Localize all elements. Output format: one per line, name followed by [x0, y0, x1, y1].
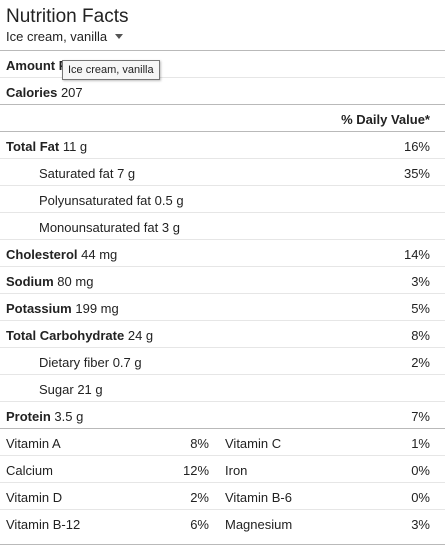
page-title: Nutrition Facts: [6, 6, 129, 27]
nutrient-name: Protein: [6, 409, 51, 424]
vitamin-dv: 12%: [183, 463, 210, 478]
nutrient-name: Total Carbohydrate: [6, 328, 125, 343]
vitamin-row: Vitamin A 8% Vitamin C 1%: [0, 428, 445, 455]
vitamin-name: Vitamin D: [6, 490, 63, 505]
nutrient-dv: 7%: [411, 409, 430, 424]
nutrient-row-cholesterol: Cholesterol 44 mg 14%: [0, 239, 445, 266]
nutrient-amount: 21 g: [77, 382, 103, 397]
nutrient-row-protein: Protein 3.5 g 7%: [0, 401, 445, 428]
vitamin-name: Vitamin B-12: [6, 517, 81, 532]
nutrient-amount: 3 g: [161, 220, 180, 235]
nutrient-dv: 14%: [403, 247, 430, 262]
vitamin-name: Vitamin A: [6, 436, 61, 451]
nutrient-dv: 35%: [403, 166, 430, 181]
nutrient-amount: 199 mg: [75, 301, 119, 316]
nutrient-amount: 0.7 g: [112, 355, 142, 370]
daily-value-header-row: % Daily Value*: [0, 104, 445, 131]
nutrient-row-potassium: Potassium 199 mg 5%: [0, 293, 445, 320]
nutrient-amount: 7 g: [117, 166, 136, 181]
vitamin-dv: 1%: [411, 436, 430, 451]
nutrient-name: Saturated fat: [39, 166, 114, 181]
nutrient-row-sodium: Sodium 80 mg 3%: [0, 266, 445, 293]
table-bottom-divider: [0, 544, 445, 545]
vitamin-row: Vitamin D 2% Vitamin B-6 0%: [0, 482, 445, 509]
nutrient-amount: 0.5 g: [154, 193, 184, 208]
nutrient-amount: 11 g: [62, 139, 88, 154]
nutrient-name: Potassium: [6, 301, 72, 316]
calories-row: Calories 207: [0, 77, 445, 104]
vitamin-name: Vitamin B-6: [225, 490, 292, 505]
vitamin-row: Calcium 12% Iron 0%: [0, 455, 445, 482]
nutrient-amount: 24 g: [127, 328, 154, 343]
nutrient-row-monounsaturated-fat: Monounsaturated fat 3 g: [0, 212, 445, 239]
nutrient-dv: 2%: [411, 355, 430, 370]
nutrient-name: Monounsaturated fat: [39, 220, 159, 235]
nutrient-amount: 80 mg: [57, 274, 94, 289]
vitamin-dv: 3%: [411, 517, 430, 532]
vitamin-dv: 8%: [190, 436, 209, 451]
nutrient-name: Sugar: [39, 382, 74, 397]
vitamin-dv: 6%: [190, 517, 209, 532]
nutrient-dv: 5%: [411, 301, 430, 316]
vitamin-dv: 0%: [411, 463, 430, 478]
vitamin-name: Calcium: [6, 463, 53, 478]
nutrient-amount: 3.5 g: [54, 409, 84, 424]
nutrient-name: Cholesterol: [6, 247, 78, 262]
nutrient-row-total-carbohydrate: Total Carbohydrate 24 g 8%: [0, 320, 445, 347]
nutrient-name: Sodium: [6, 274, 54, 289]
chevron-down-icon: [115, 34, 124, 40]
nutrient-name: Total Fat: [6, 139, 60, 154]
vitamin-name: Iron: [225, 463, 248, 478]
nutrient-name: Dietary fiber: [39, 355, 110, 370]
nutrient-amount: 44 mg: [81, 247, 118, 262]
nutrient-dv: 8%: [411, 328, 430, 343]
vitamin-row: Vitamin B-12 6% Magnesium 3%: [0, 509, 445, 536]
vitamin-dv: 2%: [190, 490, 209, 505]
calories-label: Calories: [6, 85, 58, 100]
nutrient-row-dietary-fiber: Dietary fiber 0.7 g 2%: [0, 347, 445, 374]
vitamin-name: Magnesium: [225, 517, 293, 532]
nutrient-row-sugar: Sugar 21 g: [0, 374, 445, 401]
nutrient-row-saturated-fat: Saturated fat 7 g 35%: [0, 158, 445, 185]
amount-per-label: Amount Per: [6, 58, 80, 73]
amount-per-row: Amount Per: [0, 50, 445, 77]
nutrition-table: Amount Per Calories 207 % Daily Value* T…: [0, 50, 445, 536]
daily-value-header: % Daily Value*: [341, 112, 430, 127]
nutrient-dv: 16%: [403, 139, 430, 154]
nutrient-row-total-fat: Total Fat 11 g 16%: [0, 131, 445, 158]
calories-value: 207: [60, 85, 83, 100]
nutrient-dv: 3%: [411, 274, 430, 289]
food-selector-label: Ice cream, vanilla: [6, 29, 108, 44]
nutrient-row-polyunsaturated-fat: Polyunsaturated fat 0.5 g: [0, 185, 445, 212]
vitamin-name: Vitamin C: [225, 436, 282, 451]
vitamin-dv: 0%: [411, 490, 430, 505]
nutrient-name: Polyunsaturated fat: [39, 193, 152, 208]
nutrition-header: Nutrition Facts Ice cream, vanilla: [0, 0, 445, 50]
food-selector-dropdown[interactable]: Ice cream, vanilla: [6, 29, 124, 44]
food-tooltip: Ice cream, vanilla: [62, 60, 160, 80]
